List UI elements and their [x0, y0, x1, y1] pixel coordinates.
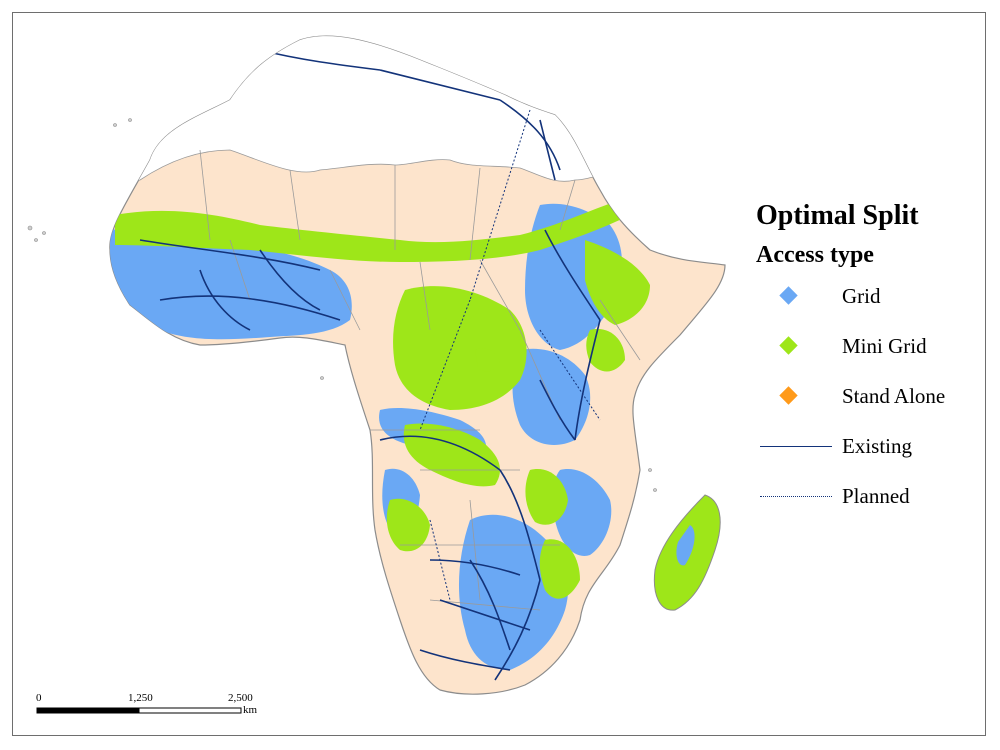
planned-transmission-lines	[419, 109, 601, 601]
scale-bar: 0 1,250 2,500 km	[36, 692, 266, 722]
country-borders	[199, 149, 641, 611]
legend-label: Planned	[842, 484, 910, 508]
existing-transmission-lines	[139, 49, 601, 681]
scale-label-0: 0	[36, 692, 42, 704]
legend-label: Existing	[842, 434, 913, 458]
legend-item-existing: Existing	[756, 422, 986, 472]
legend-item-planned: Planned	[756, 472, 986, 522]
legend-title: Optimal Split	[756, 200, 919, 231]
stand-alone-diamond-icon	[779, 386, 798, 405]
scale-label-1250: 1,250	[128, 692, 153, 704]
mini-grid-zones	[115, 200, 650, 599]
legend-label: Grid	[842, 284, 881, 308]
legend-subtitle: Access type	[756, 242, 874, 268]
legend-label: Stand Alone	[842, 384, 946, 408]
dotted-line-icon	[760, 496, 832, 497]
islands	[27, 118, 657, 492]
madagascar	[653, 494, 721, 611]
legend-item-stand-alone: Stand Alone	[756, 372, 986, 422]
mini-grid-diamond-icon	[779, 336, 798, 355]
scale-bar-graphic	[36, 707, 242, 714]
scale-label-2500: 2,500	[228, 692, 253, 704]
legend-label: Mini Grid	[842, 334, 927, 358]
legend-item-grid: Grid	[756, 272, 986, 322]
solid-line-icon	[760, 446, 832, 447]
scale-unit-label: km	[243, 704, 258, 716]
legend-item-mini-grid: Mini Grid	[756, 322, 986, 372]
grid-diamond-icon	[779, 286, 798, 305]
legend: Optimal Split Access type Grid Mini Grid…	[756, 198, 986, 522]
